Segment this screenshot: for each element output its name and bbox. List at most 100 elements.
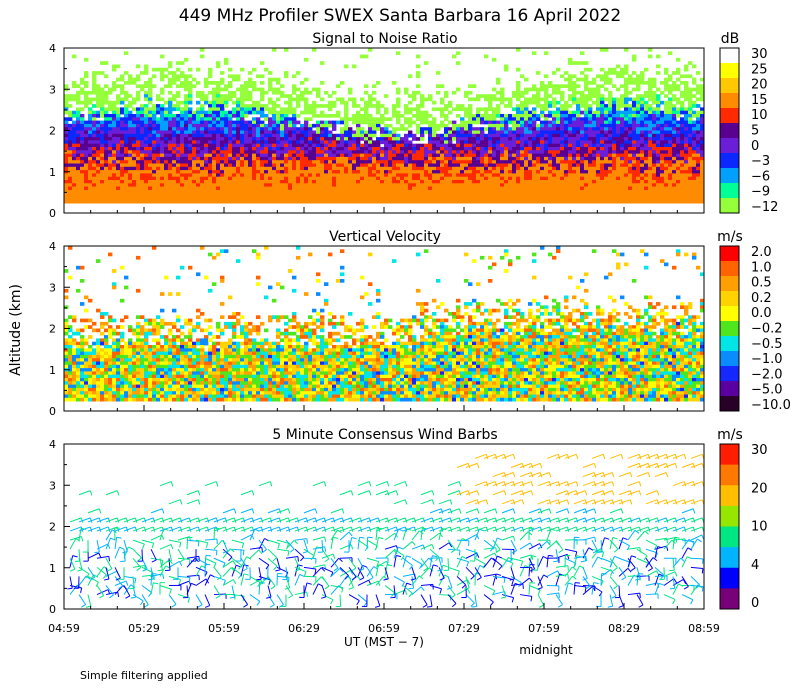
heatmap-cell <box>228 120 233 125</box>
heatmap-cell <box>532 170 537 174</box>
heatmap-cell <box>288 127 293 131</box>
heatmap-cell <box>244 137 249 141</box>
heatmap-cell <box>412 133 417 138</box>
heatmap-cell <box>344 130 349 135</box>
heatmap-cell <box>288 107 293 112</box>
heatmap-cell <box>272 114 277 118</box>
heatmap-cell <box>180 170 185 174</box>
heatmap-cell <box>304 57 309 62</box>
heatmap-cell <box>556 117 561 121</box>
heatmap-cell <box>416 196 421 201</box>
heatmap-cell <box>108 163 113 168</box>
heatmap-cell <box>240 150 245 154</box>
heatmap-cell <box>180 173 185 178</box>
heatmap-cell <box>588 140 593 145</box>
heatmap-cell <box>476 186 481 191</box>
heatmap-cell <box>184 150 189 154</box>
heatmap-cell <box>496 90 501 95</box>
heatmap-cell <box>568 193 573 197</box>
heatmap-cell <box>152 150 157 154</box>
heatmap-cell <box>260 94 265 98</box>
heatmap-cell <box>604 87 609 92</box>
heatmap-cell <box>400 166 405 171</box>
heatmap-cell <box>580 140 585 145</box>
heatmap-cell <box>520 176 525 181</box>
heatmap-cell <box>120 170 125 174</box>
heatmap-cell <box>348 143 353 148</box>
heatmap-cell <box>552 180 557 184</box>
heatmap-cell <box>296 137 301 141</box>
heatmap-cell <box>520 90 525 95</box>
heatmap-cell <box>436 163 441 168</box>
heatmap-cell <box>348 180 353 184</box>
heatmap-cell <box>432 176 437 181</box>
heatmap-cell <box>128 130 133 135</box>
heatmap-cell <box>208 147 213 151</box>
heatmap-cell <box>600 166 605 171</box>
heatmap-cell <box>116 153 121 158</box>
heatmap-cell <box>232 189 237 194</box>
heatmap-cell <box>176 114 181 118</box>
heatmap-cell <box>304 117 309 121</box>
heatmap-cell <box>64 104 69 108</box>
heatmap-cell <box>72 150 77 154</box>
heatmap-cell <box>72 156 77 161</box>
heatmap-cell <box>496 133 501 138</box>
heatmap-cell <box>460 186 465 191</box>
heatmap-cell <box>124 156 129 161</box>
heatmap-cell <box>200 114 205 118</box>
heatmap-cell <box>492 166 497 171</box>
heatmap-cell <box>180 110 185 115</box>
heatmap-cell <box>308 189 313 194</box>
heatmap-cell <box>592 133 597 138</box>
heatmap-cell <box>104 97 109 102</box>
heatmap-cell <box>388 137 393 141</box>
heatmap-cell <box>108 140 113 145</box>
heatmap-cell <box>536 156 541 161</box>
heatmap-cell <box>104 163 109 168</box>
heatmap-cell <box>316 183 321 187</box>
heatmap-cell <box>516 189 521 194</box>
heatmap-cell <box>420 130 425 135</box>
heatmap-cell <box>216 150 221 154</box>
heatmap-cell <box>484 110 489 115</box>
heatmap-cell <box>248 94 253 98</box>
heatmap-cell <box>344 120 349 125</box>
heatmap-cell <box>540 130 545 135</box>
heatmap-cell <box>360 97 365 102</box>
heatmap-cell <box>152 74 157 79</box>
heatmap-cell <box>292 130 297 135</box>
heatmap-cell <box>136 196 141 201</box>
heatmap-cell <box>288 199 293 204</box>
heatmap-cell <box>308 160 313 164</box>
heatmap-cell <box>524 189 529 194</box>
heatmap-cell <box>408 160 413 164</box>
heatmap-cell <box>156 170 161 174</box>
heatmap-cell <box>440 160 445 164</box>
heatmap-cell <box>464 199 469 204</box>
heatmap-cell <box>332 199 337 204</box>
heatmap-cell <box>508 117 513 121</box>
heatmap-cell <box>476 166 481 171</box>
heatmap-cell <box>576 130 581 135</box>
heatmap-cell <box>484 153 489 158</box>
heatmap-cell <box>192 127 197 131</box>
heatmap-cell <box>480 127 485 131</box>
heatmap-cell <box>544 133 549 138</box>
heatmap-cell <box>556 163 561 168</box>
heatmap-cell <box>656 176 661 181</box>
heatmap-cell <box>460 147 465 151</box>
heatmap-cell <box>628 77 633 82</box>
heatmap-cell <box>616 150 621 154</box>
heatmap-cell <box>236 176 241 181</box>
heatmap-cell <box>80 143 85 148</box>
heatmap-cell <box>648 173 653 178</box>
heatmap-cell <box>300 137 305 141</box>
heatmap-cell <box>284 100 289 105</box>
heatmap-cell <box>316 189 321 194</box>
heatmap-cell <box>452 166 457 171</box>
heatmap-cell <box>420 183 425 187</box>
heatmap-cell <box>584 153 589 158</box>
heatmap-cell <box>432 193 437 197</box>
heatmap-cell <box>128 143 133 148</box>
